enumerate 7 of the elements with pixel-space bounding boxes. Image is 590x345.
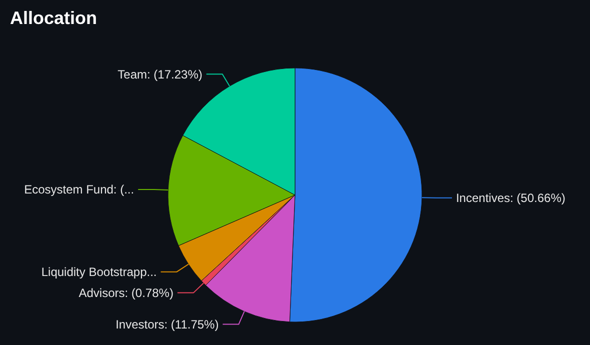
slice-label: Investors: (11.75%) bbox=[116, 317, 219, 332]
chart-title: Allocation bbox=[10, 8, 98, 28]
slice-label: Ecosystem Fund: (... bbox=[24, 182, 134, 197]
slice-label: Team: (17.23%) bbox=[118, 67, 202, 82]
slice-label: Advisors: (0.78%) bbox=[78, 286, 174, 300]
slice-label: Incentives: (50.66%) bbox=[456, 191, 566, 206]
slice-label: Liquidity Bootstrapp... bbox=[41, 265, 157, 280]
